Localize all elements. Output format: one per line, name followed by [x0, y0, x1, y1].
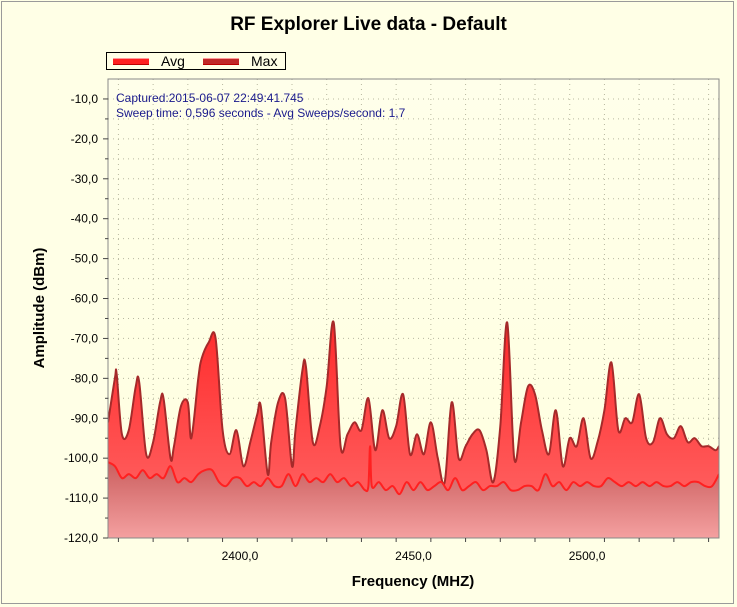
y-tick-label: -60,0	[71, 292, 99, 306]
legend-item-max: Max	[203, 53, 277, 69]
y-tick-label: -110,0	[65, 491, 98, 505]
legend-label-avg: Avg	[161, 53, 185, 69]
legend-label-max: Max	[251, 53, 278, 69]
x-tick-label: 2400,0	[222, 549, 259, 563]
max-series-area	[108, 321, 719, 538]
y-tick-label: -80,0	[71, 371, 99, 385]
y-tick-label: -20,0	[71, 132, 99, 146]
plot-border	[107, 78, 720, 539]
legend-swatch-max	[203, 57, 239, 65]
sweep-annotation: Sweep time: 0,596 seconds - Avg Sweeps/s…	[116, 106, 406, 120]
y-tick-label: -10,0	[71, 92, 99, 106]
avg-series-line	[108, 445, 719, 496]
y-tick-label: -70,0	[71, 331, 99, 345]
x-tick-label: 2450,0	[395, 549, 432, 563]
y-tick-label: -30,0	[71, 172, 99, 186]
max-series-line	[108, 320, 719, 486]
y-axis-label: Amplitude (dBm)	[31, 248, 48, 369]
captured-annotation: Captured:2015-06-07 22:49:41.745	[116, 91, 304, 105]
legend: Avg Max	[106, 52, 286, 70]
x-tick-label: 2500,0	[569, 549, 606, 563]
y-axis: -10,0 -20,0 -30,0 -40,0 -50,0 -60,0 -70,0 -80,0…	[64, 92, 108, 545]
y-tick-label: -50,0	[71, 252, 99, 266]
legend-item-avg: Avg	[113, 53, 185, 69]
y-tick-label: -40,0	[71, 212, 99, 226]
x-axis-label: Frequency (MHZ)	[352, 573, 475, 590]
legend-swatch-avg	[113, 57, 149, 65]
y-tick-label: -120,0	[64, 531, 98, 545]
x-axis: 2400,0 2450,0 2500,0	[117, 538, 710, 563]
chart-title: RF Explorer Live data - Default	[230, 14, 507, 35]
avg-series-area	[108, 446, 719, 538]
y-tick-label: -90,0	[71, 411, 99, 425]
y-tick-label: -100,0	[64, 451, 98, 465]
